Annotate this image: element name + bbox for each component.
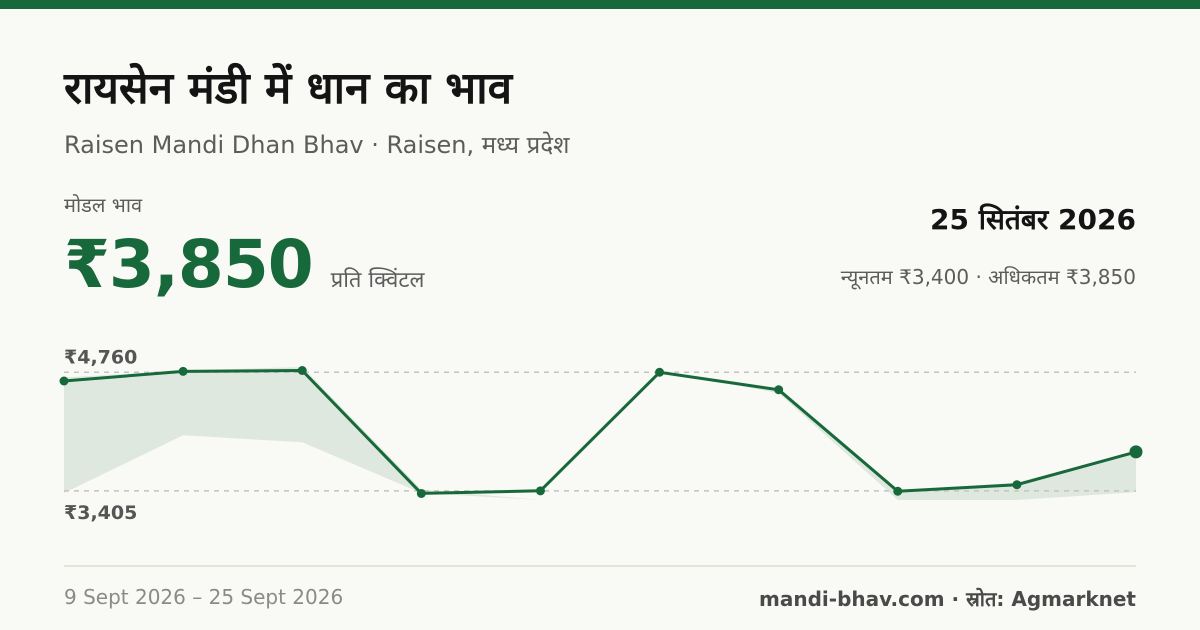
- data-point: [655, 367, 665, 377]
- page-subtitle: Raisen Mandi Dhan Bhav · Raisen, मध्य प्…: [64, 131, 570, 159]
- date-range: 9 Sept 2026 – 25 Sept 2026: [64, 585, 344, 609]
- page-title: रायसेन मंडी में धान का भाव: [64, 63, 513, 114]
- model-price-unit: प्रति क्विंटल: [330, 268, 425, 293]
- data-point: [893, 486, 903, 496]
- top-accent-bar: [0, 0, 1200, 9]
- data-point: [59, 376, 69, 386]
- data-point: [297, 366, 307, 375]
- model-price: ₹3,850 प्रति क्विंटल: [64, 226, 424, 306]
- reference-label-high: ₹4,760: [64, 346, 137, 368]
- price-date: 25 सितंबर 2026: [930, 203, 1136, 236]
- price-trend-chart: ₹4,760 ₹3,405: [59, 346, 1143, 524]
- reference-label-low: ₹3,405: [64, 502, 137, 524]
- latest-data-point: [1129, 445, 1143, 459]
- source-credit: mandi-bhav.com · स्रोत: Agmarknet: [759, 587, 1136, 611]
- data-points: [59, 366, 1143, 498]
- modal-price-line: [63, 369, 1137, 495]
- data-point: [774, 385, 784, 395]
- data-point: [535, 486, 545, 496]
- min-max-price: न्यूनतम ₹3,400 · अधिकतम ₹3,850: [840, 265, 1136, 289]
- data-point: [178, 366, 188, 376]
- data-point: [416, 488, 426, 498]
- model-price-value: ₹3,850: [64, 226, 314, 303]
- data-point: [1012, 480, 1022, 490]
- model-price-label: मोडल भाव: [64, 193, 143, 217]
- footer-divider: [64, 565, 1136, 567]
